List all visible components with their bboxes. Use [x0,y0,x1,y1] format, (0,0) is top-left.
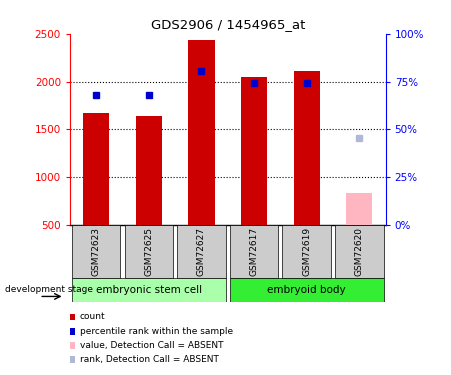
FancyBboxPatch shape [335,225,383,278]
Text: GSM72620: GSM72620 [355,227,364,276]
Text: GSM72623: GSM72623 [92,227,101,276]
FancyBboxPatch shape [124,225,173,278]
Bar [346,194,373,225]
Bar [241,77,267,225]
Text: GSM72617: GSM72617 [249,226,258,276]
Bar [189,40,215,225]
Text: count: count [80,312,106,321]
FancyBboxPatch shape [282,225,331,278]
Text: percentile rank within the sample: percentile rank within the sample [80,327,233,336]
Bar [83,113,110,225]
FancyBboxPatch shape [230,278,383,302]
Text: development stage: development stage [5,285,92,294]
Text: GSM72625: GSM72625 [144,227,153,276]
Text: embryoid body: embryoid body [267,285,346,295]
Text: value, Detection Call = ABSENT: value, Detection Call = ABSENT [80,341,223,350]
FancyBboxPatch shape [72,278,225,302]
Text: rank, Detection Call = ABSENT: rank, Detection Call = ABSENT [80,355,219,364]
Bar [294,71,320,225]
Text: GSM72627: GSM72627 [197,227,206,276]
FancyBboxPatch shape [177,225,226,278]
Title: GDS2906 / 1454965_at: GDS2906 / 1454965_at [151,18,305,31]
Bar [136,116,162,225]
Text: embryonic stem cell: embryonic stem cell [96,285,202,295]
FancyBboxPatch shape [230,225,278,278]
Text: GSM72619: GSM72619 [302,226,311,276]
FancyBboxPatch shape [72,225,120,278]
